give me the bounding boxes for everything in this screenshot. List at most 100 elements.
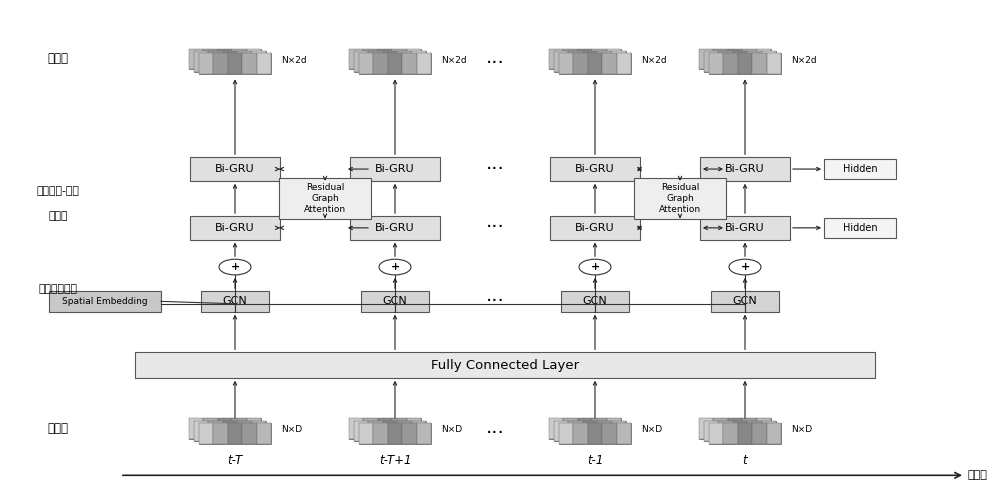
Bar — [135, 352, 875, 378]
Bar — [742, 49, 757, 69]
Bar — [378, 418, 392, 439]
Bar — [559, 53, 573, 74]
Text: Fully Connected Layer: Fully Connected Layer — [431, 359, 579, 371]
Bar — [402, 53, 417, 74]
Bar — [361, 291, 429, 312]
Bar — [242, 423, 257, 444]
Text: +: + — [590, 262, 600, 272]
Bar — [588, 423, 602, 444]
Bar — [349, 418, 363, 439]
Bar — [412, 51, 426, 72]
Text: ···: ··· — [486, 54, 504, 73]
Text: 时间轴: 时间轴 — [968, 470, 988, 480]
Bar — [561, 291, 629, 312]
Circle shape — [219, 259, 251, 275]
Bar — [549, 418, 621, 439]
Bar — [378, 49, 392, 69]
Text: ···: ··· — [486, 292, 504, 311]
Bar — [208, 51, 223, 72]
Text: Residual
Graph
Attention: Residual Graph Attention — [304, 183, 346, 214]
Text: GCN: GCN — [583, 296, 607, 306]
Circle shape — [729, 259, 761, 275]
Bar — [554, 421, 568, 441]
Bar — [208, 421, 223, 441]
Bar — [728, 418, 742, 439]
Bar — [203, 418, 218, 439]
Bar — [602, 423, 617, 444]
Bar — [388, 423, 402, 444]
Bar — [354, 51, 368, 72]
Text: Bi-GRU: Bi-GRU — [575, 164, 615, 174]
Bar — [563, 49, 578, 69]
Text: t-T+1: t-T+1 — [379, 454, 411, 467]
Bar — [213, 423, 228, 444]
Bar — [617, 53, 631, 74]
Bar — [747, 421, 762, 441]
Bar — [359, 53, 431, 74]
Text: t: t — [743, 454, 747, 467]
Bar — [252, 421, 266, 441]
Text: Hidden: Hidden — [843, 164, 877, 174]
Bar — [350, 216, 440, 240]
Bar — [359, 423, 373, 444]
Bar — [247, 418, 261, 439]
Bar — [349, 418, 421, 439]
Bar — [549, 418, 563, 439]
Bar — [201, 291, 269, 312]
Bar — [711, 291, 779, 312]
Text: t-1: t-1 — [587, 454, 603, 467]
Bar — [588, 53, 602, 74]
Text: Bi-GRU: Bi-GRU — [215, 223, 255, 233]
Bar — [752, 53, 767, 74]
Bar — [554, 51, 568, 72]
Text: Spatial Embedding: Spatial Embedding — [62, 297, 148, 306]
Bar — [612, 421, 626, 441]
Text: +: + — [740, 262, 750, 272]
Bar — [349, 49, 421, 69]
Bar — [699, 49, 771, 69]
Text: +: + — [230, 262, 240, 272]
Bar — [368, 51, 383, 72]
Bar — [412, 421, 426, 441]
Bar — [704, 421, 718, 441]
Text: Bi-GRU: Bi-GRU — [725, 223, 765, 233]
Bar — [213, 53, 228, 74]
Bar — [723, 53, 738, 74]
Bar — [359, 53, 373, 74]
Bar — [617, 423, 631, 444]
Bar — [194, 51, 266, 72]
Bar — [189, 49, 203, 69]
Bar — [718, 51, 733, 72]
Text: Bi-GRU: Bi-GRU — [375, 223, 415, 233]
Bar — [583, 421, 597, 441]
Bar — [368, 421, 383, 441]
Bar — [350, 157, 440, 181]
Text: ···: ··· — [486, 160, 504, 178]
Text: N×D: N×D — [641, 425, 662, 435]
Bar — [559, 53, 631, 74]
Bar — [373, 53, 388, 74]
Bar — [578, 418, 592, 439]
Bar — [554, 421, 626, 441]
Bar — [559, 423, 573, 444]
Bar — [373, 423, 388, 444]
Bar — [704, 421, 776, 441]
Text: N×2d: N×2d — [281, 55, 307, 65]
Bar — [592, 49, 607, 69]
Text: GCN: GCN — [733, 296, 757, 306]
Bar — [554, 51, 626, 72]
Bar — [747, 51, 762, 72]
Bar — [407, 418, 421, 439]
Bar — [190, 216, 280, 240]
Bar — [634, 178, 726, 219]
Text: 空间特征融合: 空间特征融合 — [38, 284, 78, 294]
Bar — [757, 418, 771, 439]
Bar — [709, 53, 781, 74]
Bar — [383, 51, 397, 72]
Bar — [762, 421, 776, 441]
Bar — [363, 418, 378, 439]
Bar — [578, 49, 592, 69]
Bar — [550, 216, 640, 240]
Bar — [550, 157, 640, 181]
Bar — [607, 49, 621, 69]
